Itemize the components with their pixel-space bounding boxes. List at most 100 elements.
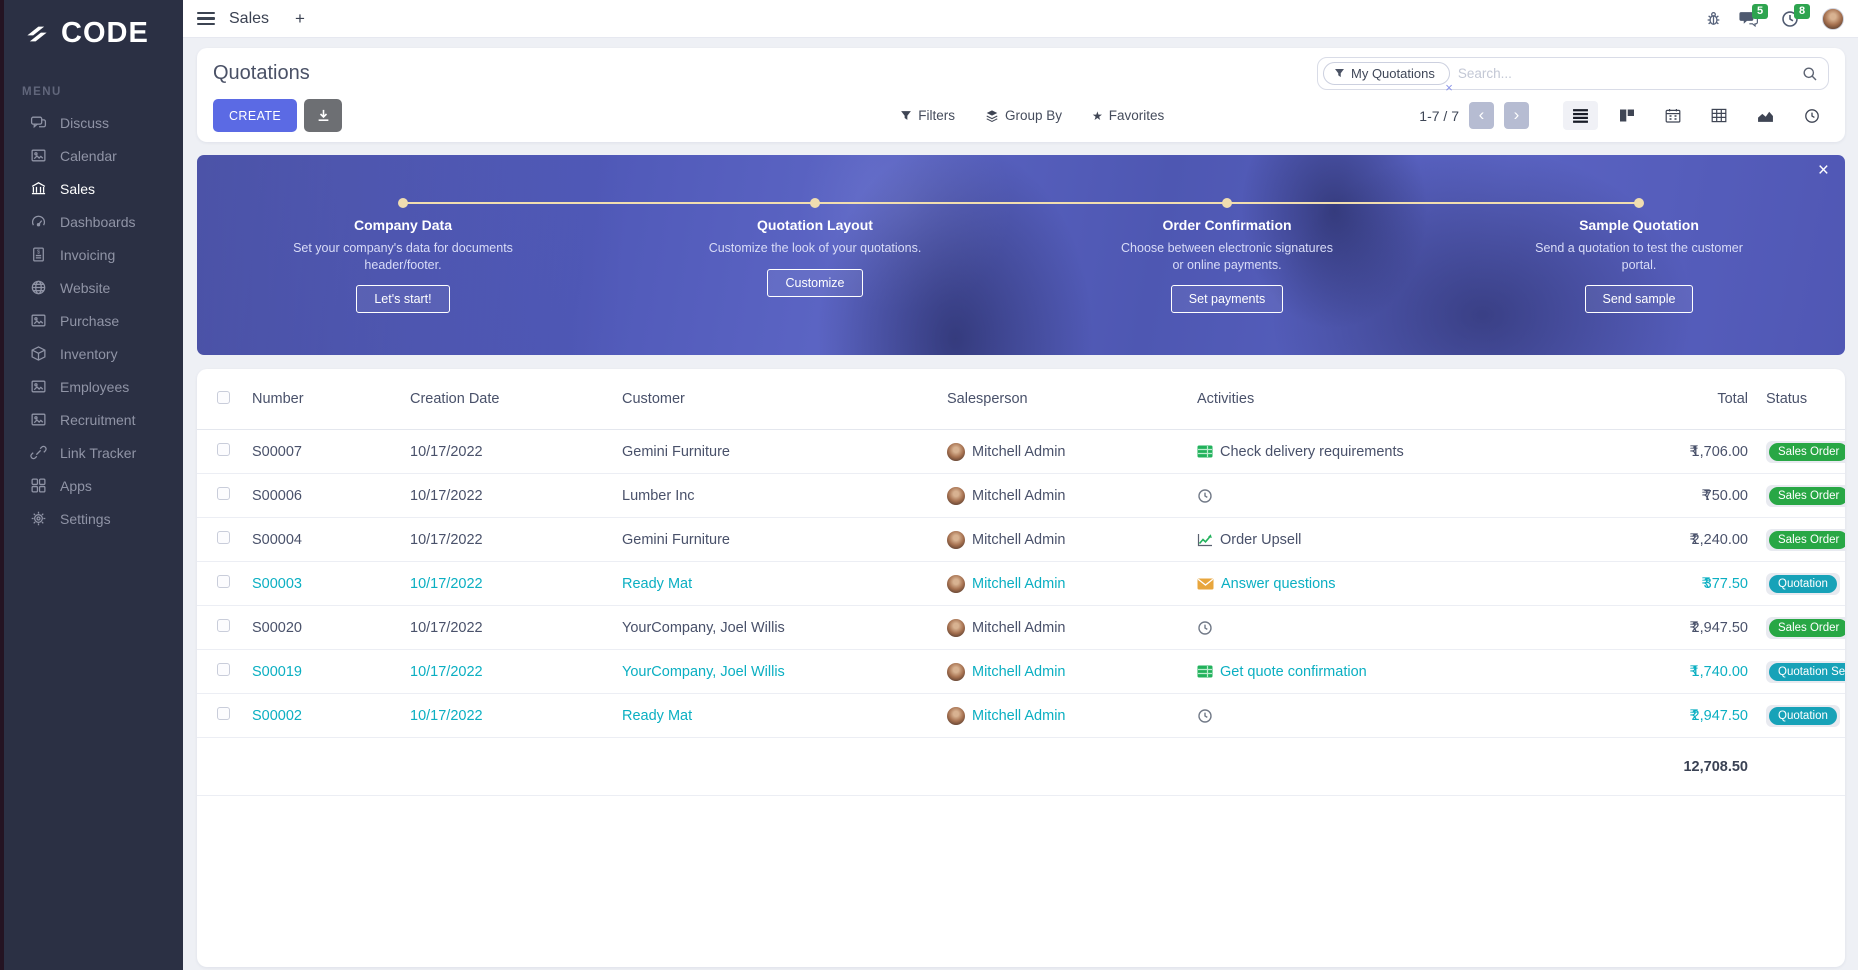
onboarding-step-order-confirmation: Order Confirmation Choose between electr… bbox=[1021, 155, 1433, 355]
export-download-button[interactable] bbox=[304, 99, 343, 132]
page-title: Quotations bbox=[213, 62, 310, 84]
row-checkbox[interactable] bbox=[217, 575, 230, 588]
timeline-dot bbox=[810, 198, 820, 208]
globe-icon bbox=[30, 279, 47, 296]
row-checkbox[interactable] bbox=[217, 663, 230, 676]
column-header-activities[interactable]: Activities bbox=[1197, 391, 1255, 407]
sidebar-item-employees[interactable]: Employees bbox=[4, 370, 183, 403]
sidebar-item-recruitment[interactable]: Recruitment bbox=[4, 403, 183, 436]
messages-count-badge: 5 bbox=[1752, 4, 1769, 19]
column-header-total[interactable]: Total bbox=[1717, 391, 1748, 407]
currency-symbol: ₹ bbox=[1689, 443, 1699, 460]
pager-previous-button[interactable]: ‹ bbox=[1469, 102, 1494, 129]
graph-view-button[interactable] bbox=[1748, 101, 1783, 130]
messages-button[interactable]: 5 bbox=[1739, 4, 1769, 27]
remove-filter-icon[interactable]: × bbox=[1445, 80, 1453, 95]
pivot-view-button[interactable] bbox=[1702, 101, 1736, 130]
salesperson-avatar bbox=[947, 442, 965, 461]
sidebar-item-purchase[interactable]: Purchase bbox=[4, 304, 183, 337]
status-badge: Quotation Sent bbox=[1769, 662, 1845, 681]
table-row[interactable]: S00007 10/17/2022 Gemini Furniture Mitch… bbox=[197, 430, 1845, 474]
spreadsheet-icon bbox=[1197, 665, 1213, 678]
column-header-status[interactable]: Status bbox=[1766, 391, 1808, 407]
table-row[interactable]: S00004 10/17/2022 Gemini Furniture Mitch… bbox=[197, 518, 1845, 562]
activities-button[interactable]: 8 bbox=[1781, 3, 1811, 28]
salesperson-avatar bbox=[947, 618, 965, 637]
user-avatar[interactable] bbox=[1822, 7, 1844, 30]
sidebar-item-apps[interactable]: Apps bbox=[4, 469, 183, 502]
cell-activity: Order Upsell bbox=[1220, 531, 1302, 548]
sidebar-item-dashboards[interactable]: Dashboards bbox=[4, 205, 183, 238]
search-icon[interactable] bbox=[1802, 66, 1818, 82]
column-header-customer[interactable]: Customer bbox=[622, 391, 685, 407]
column-header-creation-date[interactable]: Creation Date bbox=[410, 391, 500, 407]
table-row[interactable]: S00019 10/17/2022 YourCompany, Joel Will… bbox=[197, 650, 1845, 694]
cell-date: 10/17/2022 bbox=[410, 487, 483, 504]
pager-range: 1-7 / 7 bbox=[1419, 107, 1459, 124]
customize-button[interactable]: Customize bbox=[767, 268, 863, 297]
row-checkbox[interactable] bbox=[217, 619, 230, 632]
select-all-checkbox[interactable] bbox=[217, 390, 230, 404]
sidebar-item-discuss[interactable]: Discuss bbox=[4, 106, 183, 139]
sidebar-item-inventory[interactable]: Inventory bbox=[4, 337, 183, 370]
timeline-dot bbox=[1634, 198, 1644, 208]
cell-number: S00007 bbox=[252, 443, 302, 460]
step-title: Quotation Layout bbox=[757, 217, 873, 233]
app-menu-sales[interactable]: Sales bbox=[229, 9, 270, 27]
sidebar-item-label: Website bbox=[60, 279, 111, 296]
table-row[interactable]: S00003 10/17/2022 Ready Mat Mitchell Adm… bbox=[197, 562, 1845, 606]
new-tab-button[interactable]: + bbox=[295, 8, 305, 28]
cell-number: S00003 bbox=[252, 575, 302, 592]
send-sample-button[interactable]: Send sample bbox=[1584, 285, 1694, 313]
salesperson-avatar bbox=[947, 486, 965, 505]
lets-start-button[interactable]: Let's start! bbox=[356, 285, 450, 313]
cell-salesperson: Mitchell Admin bbox=[972, 531, 1066, 548]
line-chart-icon bbox=[1197, 533, 1213, 547]
table-row[interactable]: S00020 10/17/2022 YourCompany, Joel Will… bbox=[197, 606, 1845, 650]
quotations-table: Number Creation Date Customer Salesperso… bbox=[197, 369, 1845, 967]
onboarding-step-sample-quotation: Sample Quotation Send a quotation to tes… bbox=[1433, 155, 1845, 355]
sidebar-item-calendar[interactable]: Calendar bbox=[4, 139, 183, 172]
cell-date: 10/17/2022 bbox=[410, 531, 483, 548]
row-checkbox[interactable] bbox=[217, 443, 230, 456]
filters-button[interactable]: Filters bbox=[900, 108, 955, 123]
hamburger-menu-icon[interactable] bbox=[197, 11, 215, 26]
table-row[interactable]: S00002 10/17/2022 Ready Mat Mitchell Adm… bbox=[197, 694, 1845, 738]
sidebar-item-settings[interactable]: Settings bbox=[4, 502, 183, 535]
favorites-button[interactable]: ★ Favorites bbox=[1092, 108, 1164, 123]
table-header-row: Number Creation Date Customer Salesperso… bbox=[197, 369, 1845, 430]
sidebar-item-link-tracker[interactable]: Link Tracker bbox=[4, 436, 183, 469]
column-header-number[interactable]: Number bbox=[252, 391, 304, 407]
calendar-view-button[interactable] bbox=[1656, 101, 1690, 130]
sidebar-item-label: Recruitment bbox=[60, 411, 136, 428]
list-view-button[interactable] bbox=[1563, 101, 1598, 130]
cell-activity: Get quote confirmation bbox=[1220, 663, 1367, 680]
set-payments-button[interactable]: Set payments bbox=[1170, 285, 1284, 313]
row-checkbox[interactable] bbox=[217, 707, 230, 720]
banner-close-icon[interactable]: × bbox=[1817, 160, 1829, 181]
app-logo[interactable]: CODE bbox=[4, 0, 183, 60]
timeline-line bbox=[403, 202, 1639, 204]
column-header-salesperson[interactable]: Salesperson bbox=[947, 391, 1028, 407]
sidebar-item-website[interactable]: Website bbox=[4, 271, 183, 304]
sidebar-item-sales[interactable]: Sales bbox=[4, 172, 183, 205]
layers-icon bbox=[986, 109, 998, 122]
onboarding-step-company-data: Company Data Set your company's data for… bbox=[197, 155, 609, 355]
filter-chip-my-quotations[interactable]: My Quotations × bbox=[1323, 62, 1453, 95]
row-checkbox[interactable] bbox=[217, 487, 230, 500]
search-input[interactable] bbox=[1449, 66, 1802, 81]
kanban-view-button[interactable] bbox=[1610, 101, 1644, 130]
step-description: Set your company's data for documents he… bbox=[293, 241, 513, 272]
create-button[interactable]: CREATE bbox=[213, 99, 298, 132]
row-checkbox[interactable] bbox=[217, 531, 230, 544]
sidebar-item-invoicing[interactable]: $ Invoicing bbox=[4, 238, 183, 271]
svg-text:$: $ bbox=[37, 249, 41, 255]
search-box[interactable]: My Quotations × bbox=[1317, 57, 1829, 95]
activity-view-button[interactable] bbox=[1795, 101, 1829, 131]
pager-next-button[interactable]: › bbox=[1504, 102, 1529, 129]
cell-activity: Check delivery requirements bbox=[1220, 443, 1404, 460]
debug-bug-icon[interactable] bbox=[1705, 10, 1722, 27]
image-frame-icon bbox=[30, 411, 47, 428]
table-row[interactable]: S00006 10/17/2022 Lumber Inc Mitchell Ad… bbox=[197, 474, 1845, 518]
group-by-button[interactable]: Group By bbox=[985, 108, 1062, 123]
